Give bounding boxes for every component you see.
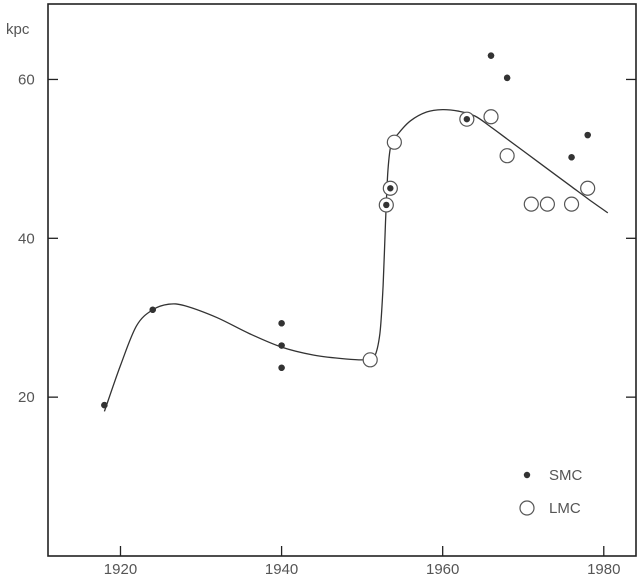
- lmc-point: [523, 196, 539, 212]
- legend-marker-smc: [523, 471, 531, 479]
- axis-ticks-layer: kpc 20 40 60 1920 1940 1960 1980: [6, 21, 636, 578]
- y-tick-label: 40: [18, 230, 35, 247]
- lmc-point: [483, 109, 499, 125]
- chart-frame: [47, 3, 637, 557]
- smc-point-overlay: [383, 201, 390, 209]
- smc-point-overlay: [101, 401, 108, 409]
- y-tick-label: 20: [18, 389, 35, 406]
- trend-curve-layer: [103, 108, 609, 412]
- y-axis-label: kpc: [6, 21, 30, 38]
- data-points-layer: [101, 52, 596, 409]
- smc-point-overlay: [463, 115, 471, 123]
- x-tick-label: 1980: [587, 561, 620, 578]
- smc-point-overlay: [149, 306, 156, 313]
- legend-label-lmc: LMC: [549, 500, 581, 517]
- legend-label-smc: SMC: [549, 467, 583, 484]
- lmc-point: [386, 134, 402, 150]
- x-tick-label: 1940: [265, 561, 298, 578]
- smc-point-overlay: [387, 185, 394, 192]
- lmc-point: [539, 196, 555, 212]
- lmc-point: [563, 196, 580, 212]
- smc-point-overlay: [584, 131, 591, 139]
- smc-point-overlay: [278, 320, 285, 327]
- plot-border: [47, 3, 637, 557]
- x-tick-label: 1920: [104, 561, 137, 578]
- lmc-point: [499, 148, 515, 164]
- legend-marker-lmc: [519, 500, 535, 516]
- smc-point-overlay: [568, 154, 575, 161]
- x-tick-label: 1960: [426, 561, 459, 578]
- lmc-point: [362, 352, 378, 368]
- y-tick-label: 60: [18, 71, 35, 88]
- smc-point-overlay: [278, 342, 285, 349]
- smc-point-overlay: [278, 364, 285, 371]
- smc-point-overlay: [503, 74, 511, 82]
- trend-curve: [103, 108, 609, 412]
- lmc-point: [580, 180, 596, 196]
- smc-point-overlay: [487, 52, 495, 59]
- legend: SMC LMC: [519, 467, 583, 517]
